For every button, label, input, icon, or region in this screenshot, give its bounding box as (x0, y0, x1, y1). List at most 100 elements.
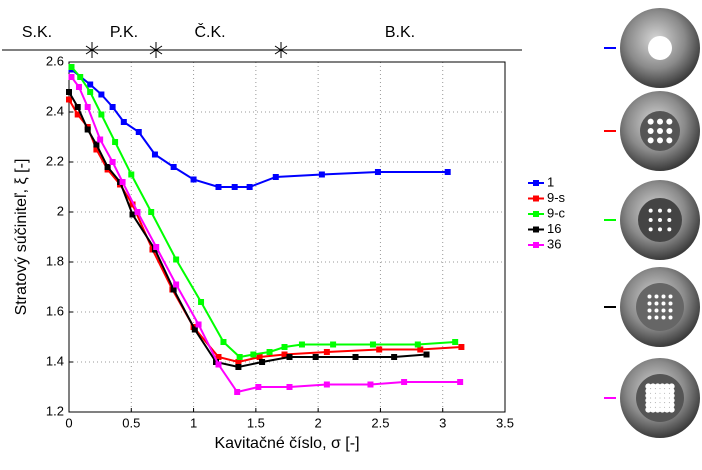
data-point (423, 351, 430, 358)
data-point (286, 384, 293, 390)
legend-label: 36 (547, 236, 561, 251)
valve-hole (645, 392, 652, 399)
valve-hole (647, 128, 654, 134)
valve-hole (650, 388, 656, 394)
data-point (98, 91, 105, 98)
data-point (109, 159, 116, 165)
data-point (97, 136, 104, 143)
legend-label: 9-c (547, 205, 566, 220)
data-point (374, 169, 381, 175)
valve-hole (645, 388, 652, 394)
data-point (444, 169, 451, 175)
valve-hole (654, 402, 661, 408)
data-point (195, 321, 202, 328)
valve-hole (654, 294, 659, 299)
valve-hole (666, 128, 673, 134)
valve-hole (668, 397, 675, 404)
valve-hole (666, 118, 673, 125)
valve-hole (668, 301, 673, 306)
y-tick-label: 2 (57, 203, 64, 218)
y-tick-label: 1.8 (46, 253, 64, 268)
valve-hole (654, 383, 661, 390)
series-line (70, 68, 448, 188)
valve-hole (654, 301, 659, 306)
valve-hole (664, 388, 670, 394)
data-point (173, 256, 180, 263)
y-tick-label: 2.6 (46, 53, 64, 68)
data-point (173, 281, 180, 288)
valve-hole (661, 294, 666, 299)
data-point (75, 84, 82, 90)
data-point (272, 174, 279, 180)
valve-hole (668, 383, 675, 390)
valve-hole (668, 315, 673, 320)
y-tick-label: 2.2 (46, 153, 64, 168)
y-tick-label: 1.4 (46, 353, 64, 368)
data-point (215, 184, 222, 190)
data-point (129, 211, 136, 218)
valve-hole (657, 137, 663, 144)
valve-hole (645, 406, 652, 413)
x-tick-label: 2.5 (371, 415, 389, 430)
annotation-label: Č.K. (194, 22, 225, 41)
data-point (135, 129, 142, 135)
data-point (153, 244, 160, 250)
valve-hole (661, 308, 666, 313)
valve-hole (648, 36, 672, 60)
x-axis-label: Kavitačné číslo, σ [-] (214, 435, 359, 452)
data-point (84, 126, 91, 133)
valve-hole (654, 406, 661, 413)
valve-hole (654, 388, 661, 394)
annotation-label: P.K. (110, 24, 138, 41)
x-tick-label: 2 (315, 415, 322, 430)
valve-hole (668, 406, 675, 413)
valve-images (620, 8, 700, 438)
data-point (401, 379, 408, 385)
data-point (246, 184, 253, 190)
valve-hole (668, 392, 675, 399)
data-point (87, 89, 94, 95)
valve-hole (647, 315, 652, 320)
x-tick-label: 1 (190, 415, 197, 430)
data-point (367, 381, 374, 388)
data-point (457, 379, 464, 385)
x-tick-label: 3 (439, 415, 446, 430)
x-tick-label: 0 (65, 415, 72, 430)
valve-hole (667, 208, 672, 213)
valve-plate (636, 283, 684, 331)
data-point (281, 344, 288, 350)
annotation-arrow (149, 45, 163, 55)
data-point (119, 179, 126, 185)
data-point (235, 359, 242, 365)
valve-hole (659, 397, 666, 404)
data-point (148, 209, 155, 215)
data-point (68, 64, 75, 70)
y-tick-label: 1.6 (46, 303, 64, 318)
valve-hole (654, 397, 661, 404)
legend-label: 16 (547, 221, 561, 236)
data-point (98, 111, 105, 118)
data-point (84, 104, 91, 110)
valve-hole (650, 392, 656, 399)
valve-hole (647, 301, 652, 306)
data-point (198, 299, 205, 305)
data-point (170, 164, 177, 170)
data-point (77, 74, 84, 80)
data-point (330, 341, 337, 348)
data-point (281, 351, 288, 358)
valve-hole (668, 294, 673, 299)
annotation-label: B.K. (385, 24, 415, 41)
legend-marker (533, 226, 539, 233)
data-point (236, 354, 243, 360)
valve-hole (654, 392, 661, 399)
valve-hole (657, 118, 663, 125)
series-line (68, 91, 427, 369)
data-point (323, 381, 330, 388)
valve-hole (659, 406, 666, 413)
data-point (352, 354, 359, 360)
data-point (312, 354, 319, 360)
valve-hole (647, 294, 652, 299)
valve-hole (647, 308, 652, 313)
data-point (259, 359, 266, 365)
valve-hole (654, 308, 659, 313)
